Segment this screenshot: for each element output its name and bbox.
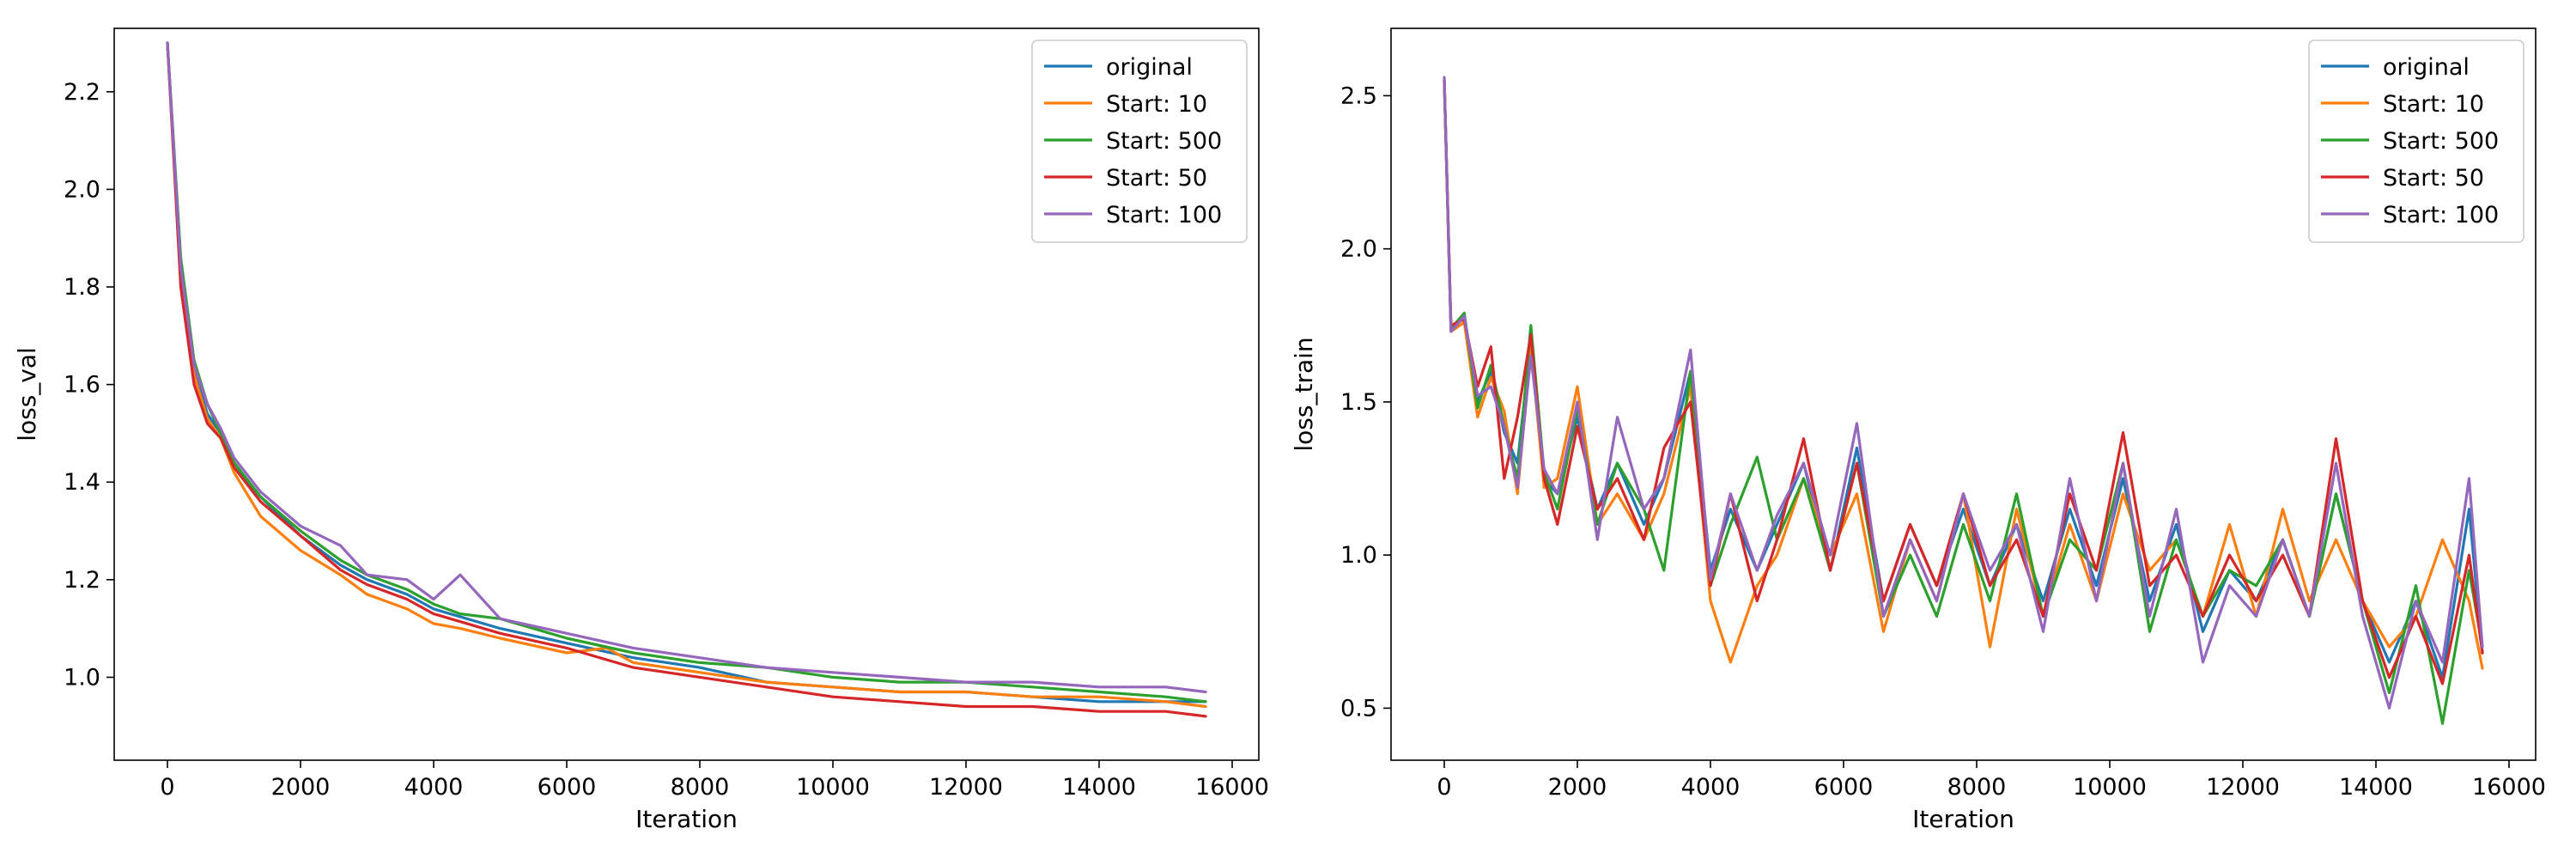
y-tick-label: 1.2 <box>64 567 100 594</box>
legend-entry: Start: 500 <box>1106 128 1222 155</box>
x-tick-label: 8000 <box>671 774 730 801</box>
x-tick-label: 12000 <box>929 774 1003 801</box>
y-tick-label: 1.8 <box>64 274 100 301</box>
y-tick-label: 1.4 <box>64 469 100 496</box>
x-tick-label: 2000 <box>1548 774 1607 801</box>
legend-entry: Start: 500 <box>2383 128 2499 155</box>
y-tick-label: 2.5 <box>1340 82 1377 109</box>
series-lines <box>166 41 1207 718</box>
y-tick-label: 2.2 <box>64 79 100 106</box>
x-axis-label: Iteration <box>635 805 738 833</box>
x-tick-label: 14000 <box>1062 774 1136 801</box>
series-lines <box>1443 76 2484 725</box>
series-line-start-100 <box>166 41 1207 694</box>
legend-entry: Start: 10 <box>2383 91 2484 118</box>
y-tick-label: 2.0 <box>1340 236 1377 263</box>
y-tick-label: 0.5 <box>1340 695 1377 722</box>
loss-val-chart: 0 2000 4000 6000 8000 10000 12000 14000 16000 1.0… <box>13 27 1269 833</box>
x-tick-label: 10000 <box>796 774 870 801</box>
x-tick-label: 4000 <box>1681 774 1741 801</box>
series-line-start-50 <box>166 41 1207 718</box>
x-tick-label: 12000 <box>2206 774 2280 801</box>
x-tick-label: 16000 <box>1195 774 1269 801</box>
legend-entry: Start: 50 <box>1106 165 1207 192</box>
legend-box <box>1031 40 1248 243</box>
legend-box <box>2308 40 2524 243</box>
series-line-start-100 <box>1443 76 2484 710</box>
legend-entry: Start: 100 <box>1106 202 1222 228</box>
y-axis-label: loss_val <box>13 347 41 442</box>
legend-entry: original <box>2383 54 2470 81</box>
legend-entry: original <box>1106 54 1193 81</box>
x-tick-label: 16000 <box>2472 774 2546 801</box>
x-tick-label: 10000 <box>2073 774 2147 801</box>
legend: original Start: 10 Start: 500 Start: 50 Star… <box>2308 40 2524 243</box>
y-tick-label: 1.0 <box>1340 542 1377 569</box>
x-tick-label: 4000 <box>404 774 464 801</box>
legend-entry: Start: 100 <box>2383 202 2499 228</box>
x-axis-label: Iteration <box>1912 805 2014 833</box>
x-tick-label: 8000 <box>1947 774 2007 801</box>
legend-entry: Start: 10 <box>1106 91 1207 118</box>
y-tick-label: 1.6 <box>64 372 100 399</box>
y-tick-label: 2.0 <box>64 176 100 203</box>
axes-frame <box>1390 27 2537 761</box>
legend: original Start: 10 Start: 500 Start: 50 Star… <box>1031 40 1248 243</box>
axes-frame <box>113 27 1260 761</box>
x-tick-label: 6000 <box>538 774 597 801</box>
x-tick-label: 6000 <box>1814 774 1874 801</box>
x-tick-label: 0 <box>1437 774 1451 801</box>
loss-train-chart: 0 2000 4000 6000 8000 10000 12000 14000 16000 0.5… <box>1290 27 2546 833</box>
legend-entry: Start: 50 <box>2383 165 2484 192</box>
x-tick-label: 14000 <box>2339 774 2413 801</box>
y-tick-label: 1.0 <box>64 664 100 691</box>
y-tick-label: 1.5 <box>1340 389 1377 416</box>
x-tick-label: 2000 <box>271 774 331 801</box>
x-tick-label: 0 <box>160 774 174 801</box>
y-axis-label: loss_train <box>1290 337 1318 451</box>
